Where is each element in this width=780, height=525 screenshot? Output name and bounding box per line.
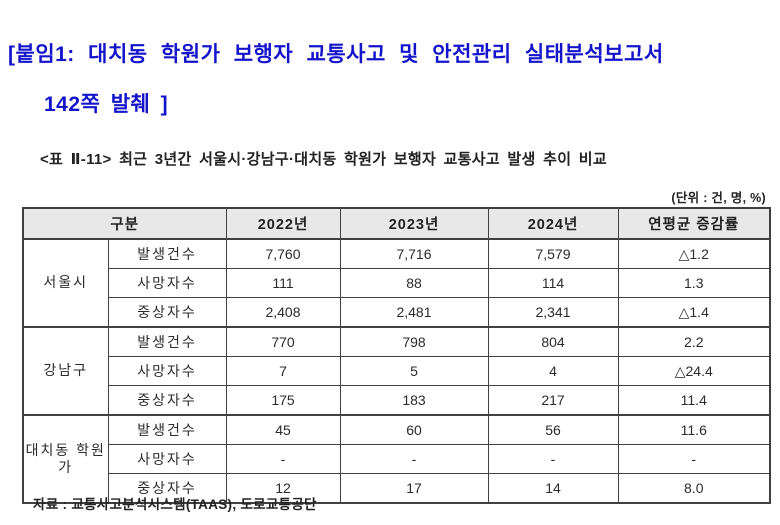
value-cell: - (225, 444, 341, 474)
value-cell: 114 (487, 268, 619, 298)
value-cell: 12 (225, 473, 341, 504)
metric-cell: 발생건수 (107, 326, 227, 357)
table-row: 중상자수 2,408 2,481 2,341 △1.4 (23, 297, 771, 328)
header-cell-gubun: 구분 (22, 207, 227, 240)
value-cell: - (339, 444, 489, 474)
value-cell: - (487, 444, 619, 474)
table-row: 서울시 발생건수 7,760 7,716 7,579 △1.2 (22, 238, 771, 328)
metric-cell: 사망자수 (107, 444, 227, 474)
table-row: 사망자수 - - - - (23, 444, 771, 474)
page-title-line1: [붙임1: 대치동 학원가 보행자 교통사고 및 안전관리 실태분석보고서 (8, 43, 664, 66)
header-cell-avg-change: 연평균 증감률 (617, 207, 771, 240)
value-cell: 2,481 (339, 297, 489, 328)
value-cell: 7,579 (487, 238, 619, 269)
value-cell: 1.3 (617, 268, 771, 298)
table-row: 중상자수 12 17 14 8.0 (23, 473, 771, 504)
metric-cell: 사망자수 (107, 356, 227, 386)
metric-cell: 중상자수 (107, 473, 227, 504)
value-cell: 804 (487, 326, 619, 357)
value-cell: 45 (225, 414, 341, 445)
table-header-row: 구분 2022년 2023년 2024년 연평균 증감률 (22, 207, 771, 240)
group-name-cell-gangnam: 강남구 (22, 326, 109, 416)
table-row: 중상자수 175 183 217 11.4 (23, 385, 771, 416)
value-cell: 217 (487, 385, 619, 416)
header-cell-2022: 2022년 (225, 207, 341, 240)
value-cell: 4 (487, 356, 619, 386)
value-cell: 56 (487, 414, 619, 445)
metric-cell: 중상자수 (107, 385, 227, 416)
table-row: 사망자수 111 88 114 1.3 (23, 268, 771, 298)
unit-note: (단위 : 건, 명, %) (671, 191, 766, 205)
value-cell: 2,341 (487, 297, 619, 328)
value-cell: 7 (225, 356, 341, 386)
metric-cell: 발생건수 (107, 238, 227, 269)
metric-cell: 발생건수 (107, 414, 227, 445)
value-cell: △1.4 (617, 297, 771, 328)
table-row: 사망자수 7 5 4 △24.4 (23, 356, 771, 386)
value-cell: 11.6 (617, 414, 771, 445)
value-cell: △24.4 (617, 356, 771, 386)
table-caption: <표 Ⅱ-11> 최근 3년간 서울시·강남구·대치동 학원가 보행자 교통사고… (40, 151, 607, 168)
value-cell: 770 (225, 326, 341, 357)
value-cell: 5 (339, 356, 489, 386)
value-cell: 17 (339, 473, 489, 504)
value-cell: 111 (225, 268, 341, 298)
header-cell-2024: 2024년 (487, 207, 619, 240)
table-row: 강남구 발생건수 770 798 804 2.2 (22, 326, 771, 416)
value-cell: 14 (487, 473, 619, 504)
value-cell: - (617, 444, 771, 474)
value-cell: 11.4 (617, 385, 771, 416)
stats-table: 구분 2022년 2023년 2024년 연평균 증감률 서울시 발생건수 7,… (22, 207, 771, 504)
value-cell: 2,408 (225, 297, 341, 328)
source-note: 자료 : 교통사고분석시스템(TAAS), 도로교통공단 (33, 497, 317, 512)
value-cell: △1.2 (617, 238, 771, 269)
group-name-cell-daechi: 대치동 학원가 (22, 414, 109, 504)
value-cell: 2.2 (617, 326, 771, 357)
metric-cell: 중상자수 (107, 297, 227, 328)
value-cell: 798 (339, 326, 489, 357)
value-cell: 7,716 (339, 238, 489, 269)
metric-cell: 사망자수 (107, 268, 227, 298)
header-cell-2023: 2023년 (339, 207, 489, 240)
page-title-line2: 142쪽 발췌 ] (44, 93, 169, 116)
value-cell: 60 (339, 414, 489, 445)
value-cell: 175 (225, 385, 341, 416)
value-cell: 8.0 (617, 473, 771, 504)
value-cell: 88 (339, 268, 489, 298)
value-cell: 7,760 (225, 238, 341, 269)
value-cell: 183 (339, 385, 489, 416)
table-row: 대치동 학원가 발생건수 45 60 56 11.6 (22, 414, 771, 504)
group-name-cell-seoul: 서울시 (22, 238, 109, 328)
